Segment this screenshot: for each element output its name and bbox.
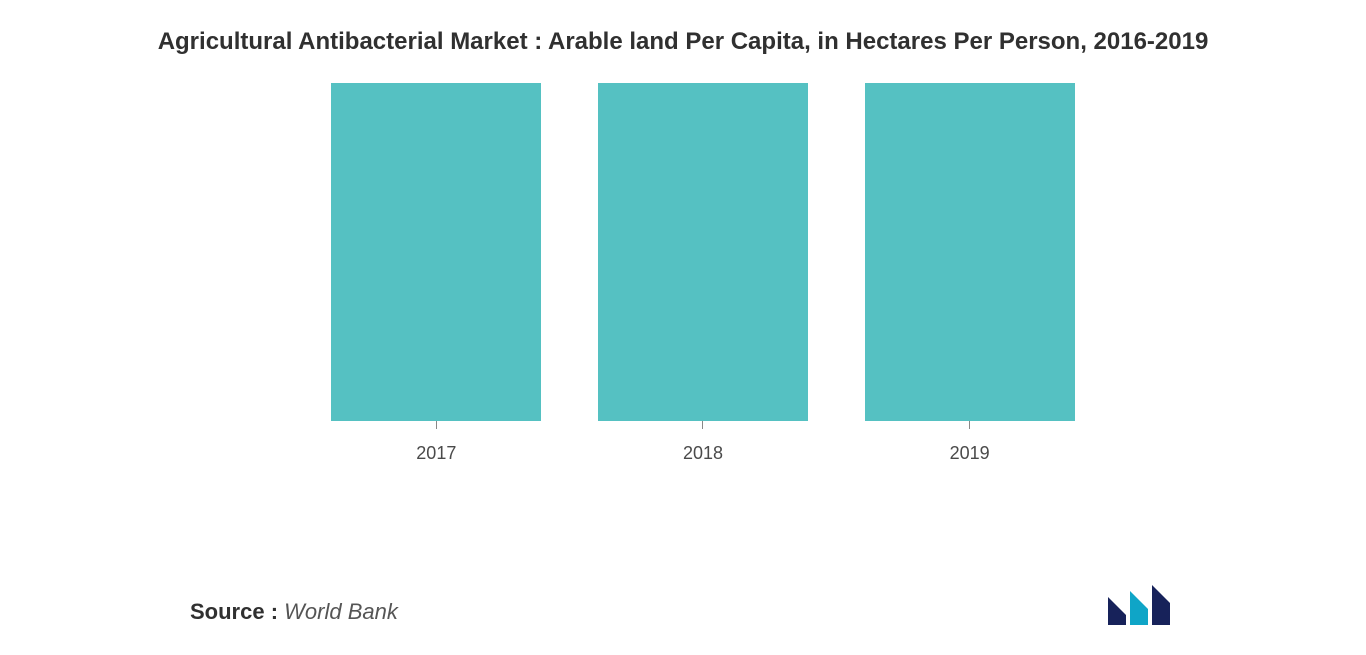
x-label-2: 2019 <box>836 443 1103 464</box>
x-label-1: 2018 <box>570 443 837 464</box>
x-axis-labels: 2017 2018 2019 <box>303 443 1103 464</box>
x-label-0: 2017 <box>303 443 570 464</box>
bar-group-1 <box>570 83 837 429</box>
chart-area: 2017 2018 2019 <box>183 89 1183 449</box>
bar-2 <box>865 83 1075 421</box>
bar-1 <box>598 83 808 421</box>
tick-0 <box>436 421 437 429</box>
brand-logo-icon <box>1106 585 1176 635</box>
tick-2 <box>969 421 970 429</box>
source-value: World Bank <box>278 599 398 624</box>
bar-group-0 <box>303 83 570 429</box>
tick-1 <box>702 421 703 429</box>
chart-title: Agricultural Antibacterial Market : Arab… <box>0 0 1366 69</box>
bar-0 <box>331 83 541 421</box>
source-line: Source : World Bank <box>190 599 398 625</box>
logo-bars <box>1108 585 1170 625</box>
bars-container <box>303 89 1103 429</box>
bar-group-2 <box>836 83 1103 429</box>
source-label: Source : <box>190 599 278 624</box>
